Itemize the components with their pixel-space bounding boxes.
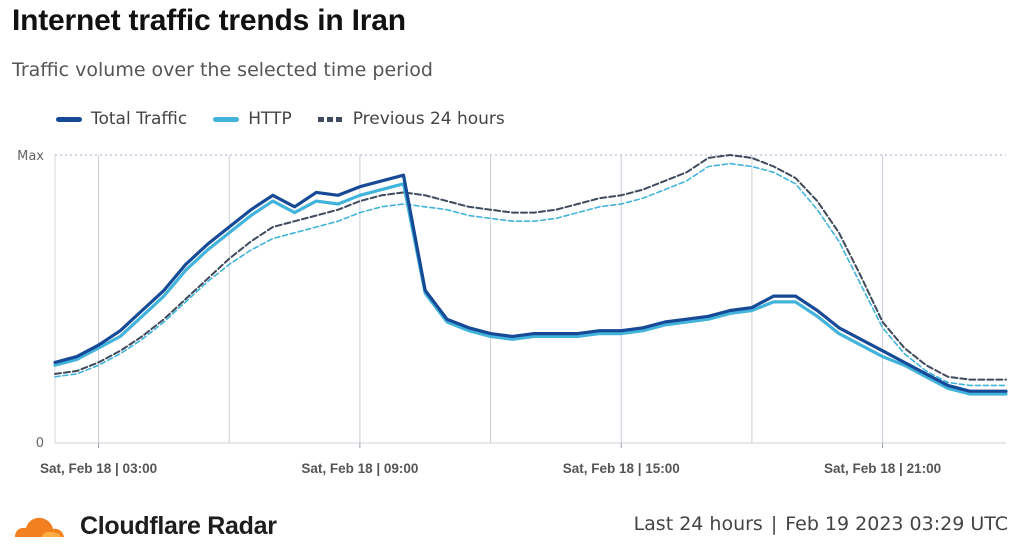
footer-separator: |: [770, 513, 778, 535]
legend-label-total: Total Traffic: [91, 109, 188, 129]
line-chart: Max 0 Sat, Feb 18 | 03:00 Sat, Feb 18 | 09:…: [17, 149, 1008, 476]
chart-legend: Total Traffic HTTP Previous 24 hours: [56, 108, 505, 130]
series-line-total-traffic: [53, 173, 1008, 393]
x-tick-label: Sat, Feb 18 | 09:00: [301, 461, 418, 476]
legend-label-previous: Previous 24 hours: [352, 109, 505, 129]
series-line-http: [53, 182, 1008, 396]
series-line-previous-24h-total: [54, 154, 1007, 381]
timestamp-label: Feb 19 2023 03:29 UTC: [785, 513, 1008, 535]
chart-title: Internet traffic trends in Iran: [12, 4, 406, 37]
series-line-previous-24h-http: [54, 162, 1007, 387]
y-tick-label-max: Max: [17, 149, 44, 164]
legend-swatch-http: [213, 116, 240, 122]
chart-subtitle: Traffic volume over the selected time pe…: [12, 59, 433, 81]
x-tick-label: Sat, Feb 18 | 15:00: [563, 461, 680, 476]
legend-swatch-total: [56, 116, 82, 122]
x-tick-label: Sat, Feb 18 | 03:00: [40, 461, 157, 476]
footer-meta: Last 24 hours | Feb 19 2023 03:29 UTC: [634, 513, 1008, 535]
time-range-label: Last 24 hours: [633, 513, 763, 535]
legend-item-http[interactable]: HTTP: [213, 109, 292, 129]
legend-item-total-traffic[interactable]: Total Traffic: [56, 109, 187, 129]
legend-label-http: HTTP: [248, 109, 292, 129]
x-tick-label: Sat, Feb 18 | 21:00: [824, 461, 941, 476]
legend-swatch-previous: [317, 116, 344, 122]
cloudflare-radar-logo: Cloudflare Radar: [12, 508, 277, 544]
y-tick-label-zero: 0: [36, 436, 44, 451]
brand-name: Cloudflare Radar: [80, 511, 277, 540]
cloudflare-cloud-icon: [15, 517, 64, 537]
legend-item-previous-24h[interactable]: Previous 24 hours: [317, 109, 505, 129]
